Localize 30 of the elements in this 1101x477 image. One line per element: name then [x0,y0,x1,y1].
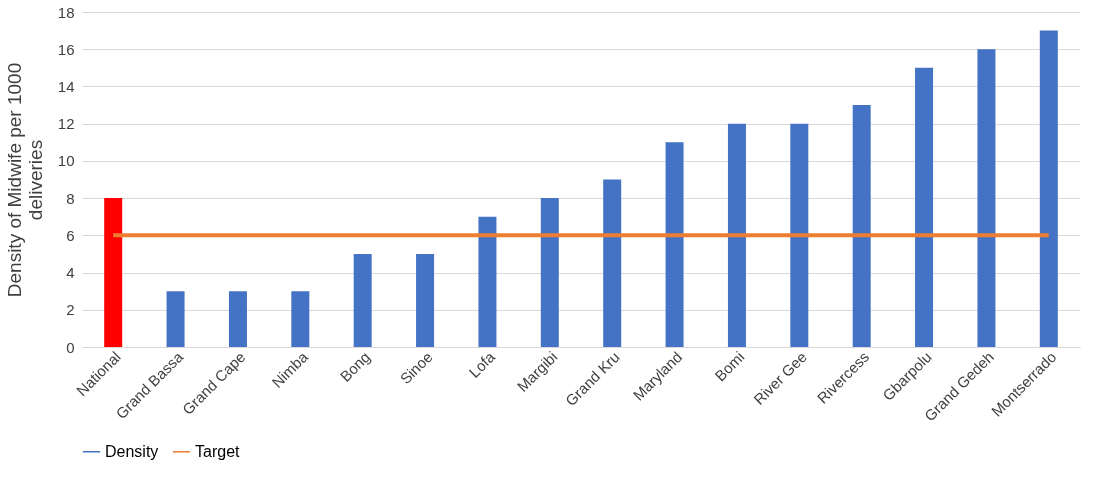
y-tick-label: 4 [66,264,75,282]
bar [291,291,310,347]
bar [977,49,996,347]
bar [727,123,746,347]
legend-label: Target [195,442,241,460]
bar [540,198,559,347]
bar [416,253,435,347]
bar [104,198,123,347]
y-tick-label: 6 [66,226,75,244]
y-axis-title: Density of Midwife per 1000 deliveries [3,62,46,298]
y-tick-label: 14 [57,77,75,95]
bar [852,105,871,347]
y-tick-label: 2 [66,301,75,319]
legend-label: Density [105,442,159,460]
y-tick-label: 10 [57,152,75,170]
y-tick-label: 0 [66,338,75,356]
y-tick-label: 8 [66,189,75,207]
x-tick-label: Lofa [465,347,499,381]
bar [1039,30,1058,347]
bar [915,67,934,347]
bar [790,123,809,347]
bar [166,291,185,347]
bar [665,142,684,347]
bar [603,179,622,347]
y-tick-label: 12 [57,115,75,133]
bar [478,216,497,347]
bar [228,291,247,347]
y-tick-label: 18 [57,3,75,21]
y-tick-label: 16 [57,40,75,58]
bar [353,253,372,347]
